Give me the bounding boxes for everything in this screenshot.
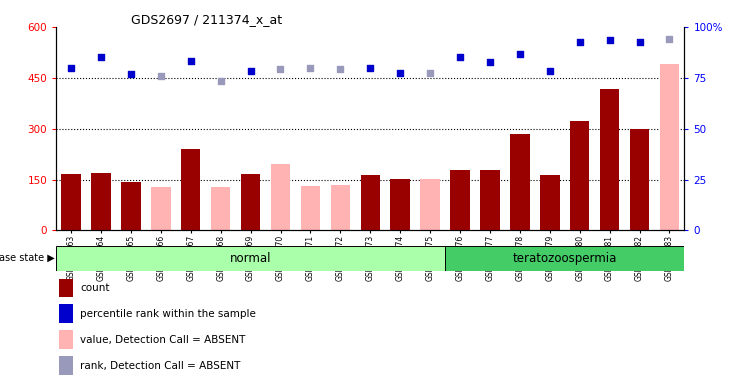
Text: disease state ▶: disease state ▶ (0, 253, 55, 263)
Point (364, 65, 376, 71)
Bar (181, 149, 200, 230)
Bar (331, 185, 350, 230)
Point (634, 39, 646, 45)
Bar (59, 356, 73, 375)
Bar (61, 174, 81, 230)
Bar (600, 89, 619, 230)
Bar (59, 305, 73, 323)
Point (484, 60, 496, 66)
Bar (630, 129, 649, 230)
Bar (56, 246, 445, 271)
Point (334, 66, 346, 72)
Bar (91, 173, 111, 230)
Point (424, 70, 436, 76)
Point (95, 55, 107, 61)
Text: count: count (80, 283, 109, 293)
Bar (361, 175, 380, 230)
Text: teratozoospermia: teratozoospermia (512, 252, 617, 265)
Text: percentile rank within the sample: percentile rank within the sample (80, 309, 256, 319)
Bar (420, 179, 440, 230)
Text: rank, Detection Call = ABSENT: rank, Detection Call = ABSENT (80, 361, 240, 371)
Bar (59, 330, 73, 349)
Bar (570, 121, 589, 230)
Point (663, 36, 675, 42)
Point (155, 73, 167, 79)
Bar (540, 175, 560, 230)
Point (574, 39, 586, 45)
Bar (211, 187, 230, 230)
Bar (445, 246, 684, 271)
Bar (510, 134, 530, 230)
Text: GDS2697 / 211374_x_at: GDS2697 / 211374_x_at (132, 13, 283, 26)
Bar (271, 164, 290, 230)
Text: value, Detection Call = ABSENT: value, Detection Call = ABSENT (80, 335, 245, 345)
Point (304, 65, 316, 71)
Bar (121, 182, 141, 230)
Point (185, 58, 197, 64)
Text: normal: normal (230, 252, 272, 265)
Point (454, 55, 466, 61)
Bar (241, 174, 260, 230)
Point (604, 37, 616, 43)
Point (544, 68, 556, 74)
Point (394, 70, 406, 76)
Bar (390, 179, 410, 230)
Point (125, 71, 137, 78)
Point (275, 66, 286, 72)
Point (215, 78, 227, 84)
Point (65, 65, 77, 71)
Bar (59, 278, 73, 297)
Point (514, 51, 526, 57)
Bar (480, 170, 500, 230)
Bar (450, 170, 470, 230)
Point (245, 68, 257, 74)
Bar (301, 186, 320, 230)
Bar (151, 187, 171, 230)
Bar (660, 64, 679, 230)
